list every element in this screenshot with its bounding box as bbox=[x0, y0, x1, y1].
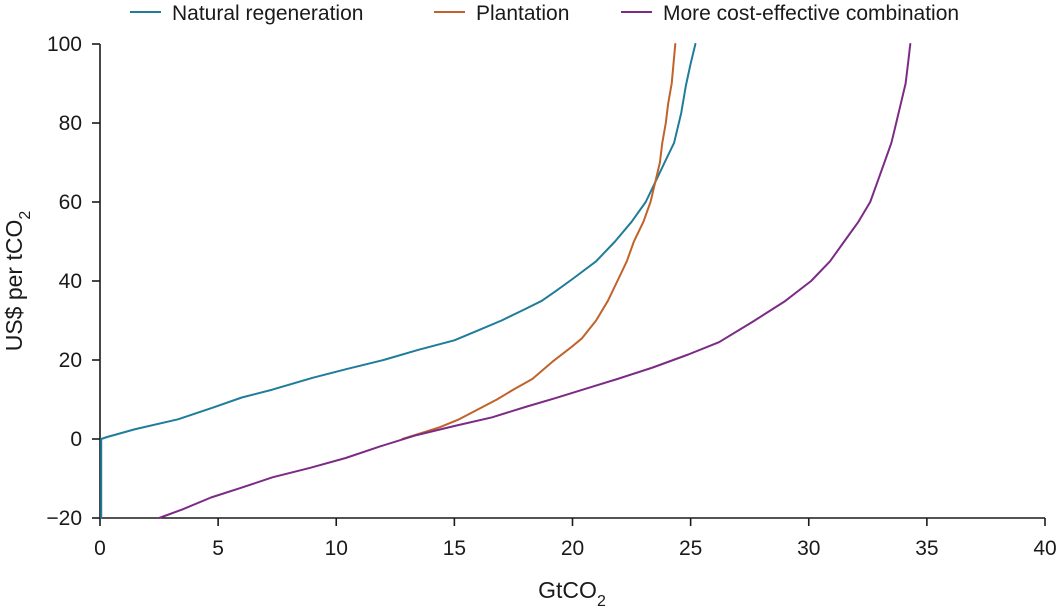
series-line-natural-regeneration bbox=[100, 43, 697, 519]
series-line-more-cost-effective-combination bbox=[158, 43, 912, 519]
legend-label-combination: More cost-effective combination bbox=[663, 2, 959, 25]
legend-label-plantation: Plantation bbox=[476, 2, 569, 25]
x-tick-label: 5 bbox=[212, 537, 224, 560]
y-tick-label: 40 bbox=[59, 270, 82, 293]
y-axis-title: US$ per tCO2 bbox=[1, 211, 34, 352]
series-lines bbox=[100, 43, 912, 519]
x-tick-label: 35 bbox=[915, 537, 938, 560]
x-tick-label: 10 bbox=[325, 537, 348, 560]
y-tick-label: −20 bbox=[46, 507, 82, 530]
legend-label-natural-regeneration: Natural regeneration bbox=[172, 2, 363, 25]
x-tick-label: 15 bbox=[443, 537, 466, 560]
x-tick-label: 30 bbox=[797, 537, 820, 560]
axis-ticks: 0 5 10 15 20 25 30 35 40 −20 0 20 40 60 80 100 bbox=[46, 33, 1056, 560]
x-tick-label: 20 bbox=[561, 537, 584, 560]
series-line-plantation bbox=[401, 43, 677, 440]
y-tick-label: 80 bbox=[59, 112, 82, 135]
y-tick-label: 100 bbox=[47, 33, 82, 56]
y-tick-label: 0 bbox=[70, 428, 82, 451]
legend-item-combination: More cost-effective combination bbox=[621, 2, 959, 25]
legend-item-plantation: Plantation bbox=[434, 2, 569, 25]
x-tick-label: 25 bbox=[679, 537, 702, 560]
legend: Natural regeneration Plantation More cos… bbox=[130, 2, 959, 25]
legend-item-natural-regeneration: Natural regeneration bbox=[130, 2, 363, 25]
x-tick-label: 0 bbox=[94, 537, 106, 560]
x-tick-label: 40 bbox=[1033, 537, 1056, 560]
y-tick-label: 60 bbox=[59, 191, 82, 214]
x-axis-title: GtCO2 bbox=[538, 577, 606, 610]
y-tick-label: 20 bbox=[59, 349, 82, 372]
